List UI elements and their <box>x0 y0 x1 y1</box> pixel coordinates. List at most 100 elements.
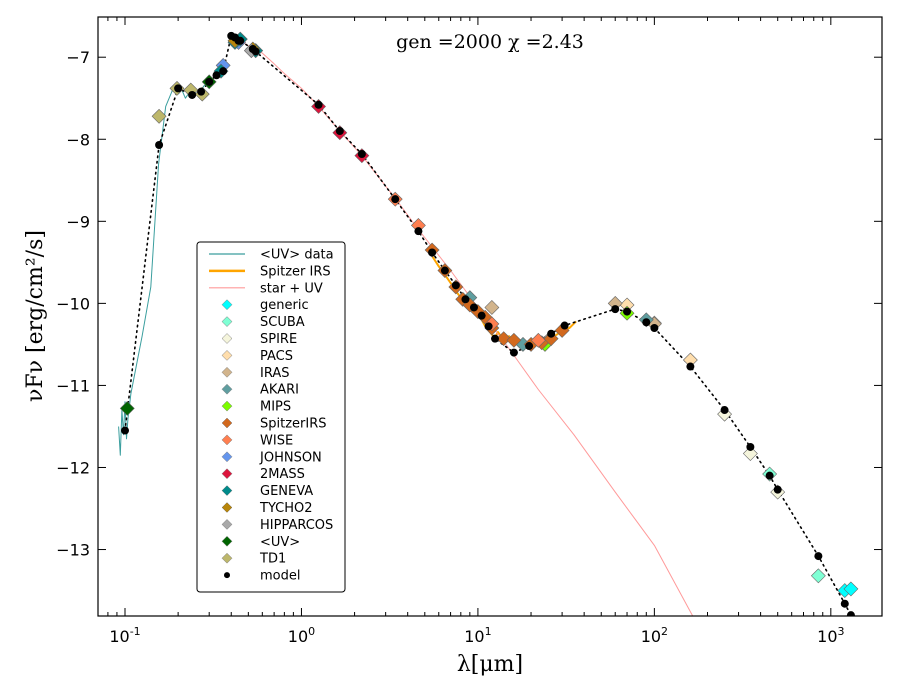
y-tick-label: −11 <box>56 376 90 395</box>
model-point <box>236 36 245 45</box>
legend-marker-model <box>224 572 230 579</box>
point-spire <box>742 446 758 461</box>
point-generic <box>843 581 859 597</box>
legend-marker-spitzerirs <box>221 417 233 429</box>
y-axis-ticks: −7 −8 −9 −10 −11 −12 −13 <box>56 48 882 560</box>
series-layer <box>118 31 859 616</box>
point-spitzerirs <box>506 332 522 348</box>
legend-box <box>196 241 346 593</box>
point-td1 <box>151 108 167 124</box>
legend-marker-spire <box>221 333 233 344</box>
model-point <box>469 303 478 312</box>
legend-label-geneva: GENEVA <box>260 484 313 499</box>
model-point <box>509 348 518 357</box>
legend-label-hipparcos: HIPPARCOS <box>260 518 333 533</box>
model-point <box>477 311 486 320</box>
legend-label-2mass: 2MASS <box>260 467 305 482</box>
legend-label-akari: AKARI <box>260 383 299 398</box>
x-axis-ticks: 10-1 100 101 102 103 <box>107 17 845 646</box>
x-tick-label: 100 <box>288 625 315 646</box>
model-point <box>746 442 755 451</box>
legend-label-generic: generic <box>260 298 309 313</box>
legend-label-mips: MIPS <box>260 400 291 415</box>
legend-marker--uv- <box>221 535 233 547</box>
legend-label-wise: WISE <box>260 433 293 448</box>
legend-label-model: model <box>260 569 300 584</box>
model-point <box>720 406 729 415</box>
model-point <box>814 552 823 561</box>
model-point <box>212 71 221 80</box>
fit-annotation: gen =2000 χ =2.43 <box>396 31 584 53</box>
model-point <box>840 599 849 608</box>
legend-marker-generic <box>221 299 233 311</box>
legend-marker-mips <box>221 400 233 412</box>
legend-marker-johnson <box>221 451 233 463</box>
model-point <box>491 334 500 343</box>
model-point <box>391 195 400 204</box>
point-wise <box>530 332 546 348</box>
point-scuba <box>810 568 826 584</box>
model-point <box>174 84 183 93</box>
model-point <box>314 100 323 109</box>
legend-label-johnson: JOHNSON <box>259 450 322 465</box>
legend-label-star-uv: star + UV <box>260 281 323 296</box>
model-point <box>846 611 855 616</box>
point--uv- <box>119 400 135 416</box>
model-point <box>440 266 449 275</box>
model-point <box>451 281 460 290</box>
y-tick-label: −12 <box>56 458 90 477</box>
model-point <box>155 141 164 150</box>
legend-label--uv-data: <UV> data <box>260 248 334 263</box>
model-point <box>219 67 228 76</box>
legend-label-tycho2: TYCHO2 <box>259 501 313 516</box>
legend-label-spitzer-irs: Spitzer IRS <box>260 264 331 279</box>
legend-label-scuba: SCUBA <box>260 315 305 330</box>
legend-marker-geneva <box>221 485 233 496</box>
x-tick-label: 101 <box>464 625 491 646</box>
y-tick-label: −8 <box>66 130 90 149</box>
legend-marker-hipparcos <box>221 519 233 530</box>
model-point <box>251 47 260 56</box>
model-point <box>560 321 569 330</box>
point-spitzerirs <box>496 331 512 347</box>
legend-marker-iras <box>221 366 233 378</box>
legend-label-td1: TD1 <box>259 552 286 567</box>
model-point <box>121 426 130 435</box>
x-tick-label: 10-1 <box>109 625 140 646</box>
model-point <box>773 485 782 494</box>
legend-label--uv-: <UV> <box>260 535 300 550</box>
model-point <box>765 471 774 480</box>
y-tick-label: −13 <box>56 541 90 560</box>
x-tick-label: 102 <box>641 625 668 646</box>
point-iras <box>484 300 500 315</box>
model-point <box>428 248 437 257</box>
legend-label-spire: SPIRE <box>260 332 297 347</box>
legend-marker-pacs <box>221 350 233 361</box>
x-axis-title: λ[μm] <box>457 652 523 677</box>
model-point <box>357 150 366 159</box>
y-tick-label: −7 <box>66 48 90 67</box>
model-point <box>335 127 344 136</box>
model-point <box>623 307 632 316</box>
model-point <box>484 322 493 331</box>
model-point <box>525 342 534 351</box>
model-point <box>414 227 423 236</box>
model-point <box>686 362 695 371</box>
model-point <box>611 305 620 314</box>
legend-label-pacs: PACS <box>260 349 293 364</box>
plot-frame <box>97 16 883 617</box>
model-point <box>642 318 651 327</box>
model-point <box>205 77 214 86</box>
y-axis-title: νFν [erg/cm²/s] <box>23 230 48 402</box>
legend-marker-akari <box>221 383 233 395</box>
model-point <box>547 329 556 338</box>
model-point <box>188 90 197 99</box>
legend-label-iras: IRAS <box>260 366 290 381</box>
legend-marker-td1 <box>221 552 233 564</box>
legend-marker-wise <box>221 434 233 446</box>
legend-marker-tycho2 <box>221 502 233 513</box>
model-point <box>461 295 470 304</box>
y-tick-label: −9 <box>66 212 90 231</box>
